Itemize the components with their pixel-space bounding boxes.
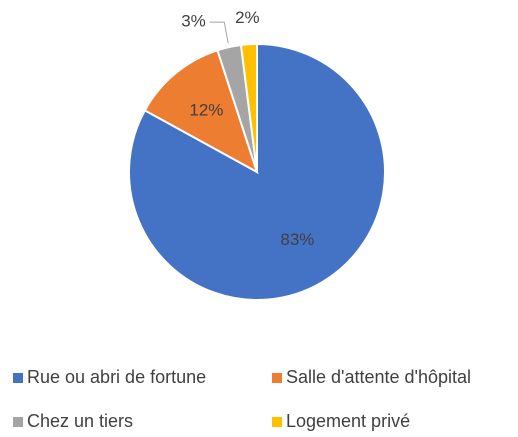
legend-swatch	[272, 417, 282, 427]
legend-swatch	[13, 417, 23, 427]
legend-label: Logement privé	[286, 411, 410, 431]
legend-label: Rue ou abri de fortune	[27, 367, 206, 387]
legend-swatch	[272, 373, 282, 383]
legend-label: Chez un tiers	[27, 411, 133, 431]
data-label: 83%	[280, 230, 314, 249]
data-label: 2%	[235, 8, 260, 27]
data-label: 3%	[181, 12, 206, 31]
legend-swatch	[13, 373, 23, 383]
pie-slice	[239, 42, 258, 173]
pie-slice	[143, 49, 259, 175]
leader-line	[209, 21, 229, 44]
data-label: 12%	[189, 100, 223, 119]
legend-label: Salle d'attente d'hôpital	[286, 367, 471, 387]
